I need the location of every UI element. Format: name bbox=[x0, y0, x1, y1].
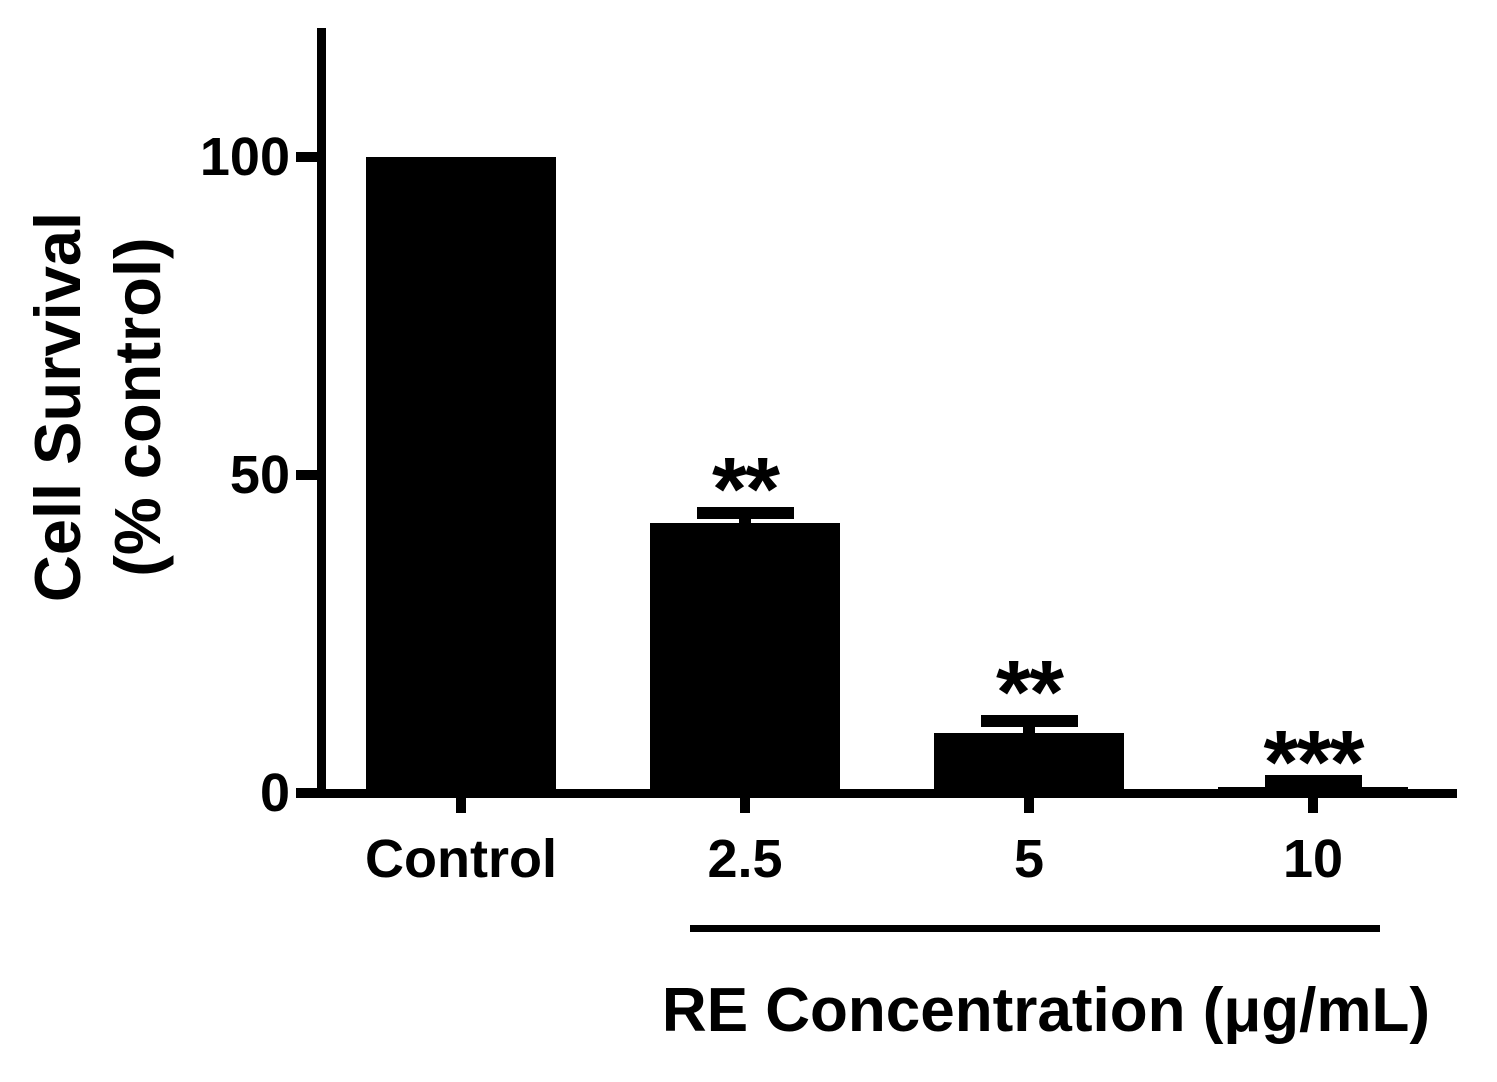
x-tick bbox=[456, 797, 466, 813]
x-tick-label-control: Control bbox=[365, 829, 557, 889]
error-bar-cap-10 bbox=[1264, 775, 1362, 788]
y-tick-label: 100 bbox=[199, 127, 290, 187]
y-axis-title-line1: Cell Survival bbox=[21, 211, 94, 603]
bar-5 bbox=[934, 732, 1124, 797]
x-tick-label-5: 5 bbox=[1013, 829, 1045, 889]
y-tick bbox=[296, 788, 317, 798]
significance-label-2-5: ** bbox=[711, 439, 780, 540]
bar-control bbox=[366, 157, 556, 797]
y-axis-title-line2: (% control) bbox=[101, 237, 174, 577]
y-axis-title: Cell Survival (% control) bbox=[18, 212, 178, 602]
y-axis-line bbox=[317, 28, 326, 797]
x-tick-label-2-5: 2.5 bbox=[707, 829, 783, 889]
bar-2-5 bbox=[650, 522, 840, 797]
x-tick bbox=[740, 797, 750, 813]
error-bar-cap-5 bbox=[980, 714, 1078, 727]
y-tick-label: 0 bbox=[259, 763, 290, 823]
x-axis-title: RE Concentration (μg/mL) bbox=[661, 976, 1431, 1045]
y-tick bbox=[296, 152, 317, 162]
x-tick bbox=[1024, 797, 1034, 813]
x-axis-line bbox=[313, 789, 1457, 798]
error-bar-cap-2-5 bbox=[696, 506, 794, 519]
significance-label-5: ** bbox=[995, 642, 1064, 743]
y-tick bbox=[296, 470, 317, 480]
x-tick bbox=[1308, 797, 1318, 813]
x-group-underline bbox=[690, 925, 1380, 932]
y-tick-label: 50 bbox=[229, 445, 290, 505]
x-tick-label-10: 10 bbox=[1282, 829, 1344, 889]
